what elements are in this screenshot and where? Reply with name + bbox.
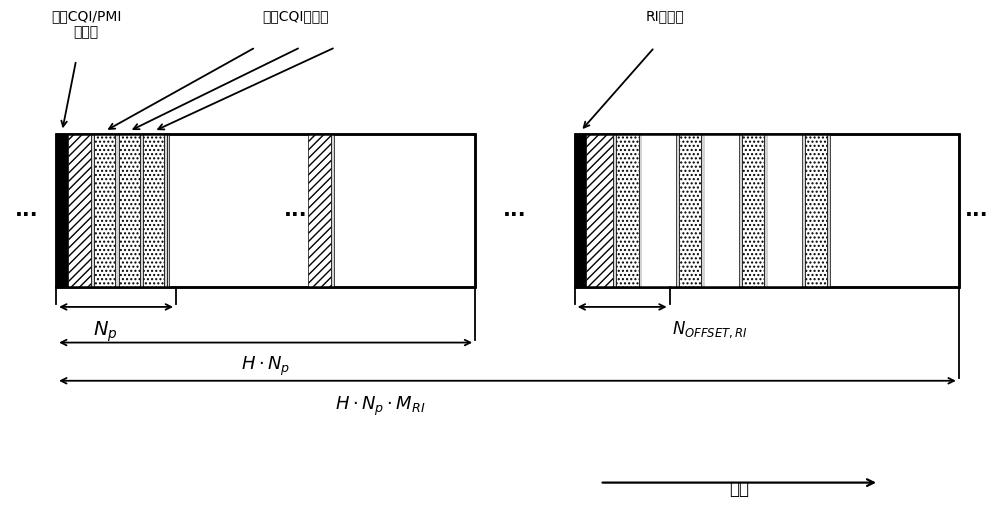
Bar bbox=[805, 134, 827, 287]
Bar bbox=[119, 134, 140, 287]
Bar bbox=[613, 134, 616, 287]
Text: $H \cdot N_p \cdot M_{RI}$: $H \cdot N_p \cdot M_{RI}$ bbox=[335, 395, 426, 418]
Text: $H \cdot N_p$: $H \cdot N_p$ bbox=[241, 355, 290, 378]
Bar bbox=[575, 134, 586, 287]
Bar bbox=[56, 134, 475, 287]
Bar bbox=[701, 134, 705, 287]
Bar bbox=[764, 134, 768, 287]
Bar bbox=[616, 134, 639, 287]
Text: 时域: 时域 bbox=[729, 480, 749, 498]
Bar bbox=[575, 134, 959, 287]
Bar bbox=[827, 134, 830, 287]
Bar bbox=[167, 134, 169, 287]
Bar bbox=[143, 134, 164, 287]
Bar bbox=[705, 134, 739, 287]
Bar bbox=[331, 134, 334, 287]
Bar bbox=[642, 134, 676, 287]
Bar bbox=[679, 134, 701, 287]
Text: ...: ... bbox=[284, 200, 307, 220]
Text: RI的反馈: RI的反馈 bbox=[645, 9, 684, 23]
Text: ...: ... bbox=[965, 200, 988, 220]
Bar bbox=[56, 134, 475, 287]
Text: $N_p$: $N_p$ bbox=[93, 319, 118, 344]
Bar bbox=[676, 134, 679, 287]
Bar bbox=[94, 134, 115, 287]
Text: $N_{OFFSET,RI}$: $N_{OFFSET,RI}$ bbox=[672, 319, 748, 340]
Text: 宽带CQI/PMI
的反馈: 宽带CQI/PMI 的反馈 bbox=[51, 9, 121, 39]
Bar bbox=[140, 134, 143, 287]
Bar bbox=[56, 134, 68, 287]
Text: ...: ... bbox=[15, 200, 38, 220]
Bar bbox=[68, 134, 91, 287]
Bar bbox=[308, 134, 331, 287]
Text: ...: ... bbox=[503, 200, 527, 220]
Bar bbox=[91, 134, 94, 287]
Text: 子带CQI的反馈: 子带CQI的反馈 bbox=[262, 9, 329, 23]
Bar bbox=[742, 134, 764, 287]
Bar bbox=[575, 134, 959, 287]
Bar bbox=[768, 134, 802, 287]
Bar bbox=[739, 134, 742, 287]
Bar bbox=[164, 134, 167, 287]
Bar bbox=[639, 134, 642, 287]
Bar bbox=[586, 134, 613, 287]
Bar bbox=[802, 134, 805, 287]
Bar bbox=[115, 134, 119, 287]
